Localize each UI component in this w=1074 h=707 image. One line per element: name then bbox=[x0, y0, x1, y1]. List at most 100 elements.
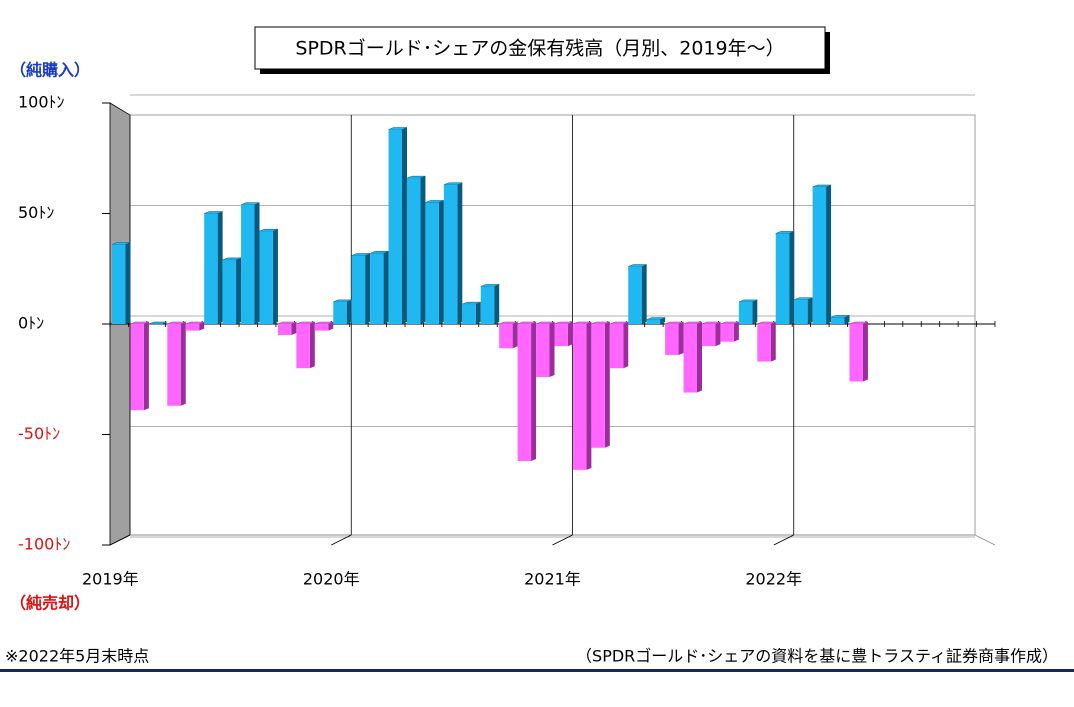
title-box bbox=[254, 26, 826, 70]
bar bbox=[443, 184, 458, 324]
bar bbox=[241, 204, 255, 324]
bar-side bbox=[494, 284, 500, 324]
bar-side bbox=[420, 176, 426, 324]
bar bbox=[314, 324, 329, 331]
bar-side bbox=[826, 184, 832, 324]
bar bbox=[757, 324, 771, 362]
y-tick-label: -100ﾄﾝ bbox=[18, 535, 70, 554]
bar bbox=[499, 324, 513, 349]
bar bbox=[204, 213, 218, 324]
y-tick-label: 50ﾄﾝ bbox=[18, 203, 54, 222]
bar bbox=[517, 324, 532, 462]
year-floor bbox=[331, 534, 352, 546]
bar-side bbox=[512, 322, 518, 349]
bar bbox=[130, 324, 144, 411]
note: ※2022年5月末時点 bbox=[5, 647, 149, 666]
x-tick-label: 2019年 bbox=[82, 570, 139, 589]
bar bbox=[370, 253, 384, 324]
floor bbox=[109, 534, 996, 546]
bar bbox=[351, 255, 366, 324]
bar bbox=[683, 324, 697, 393]
year-floor bbox=[552, 534, 573, 546]
bar-side bbox=[641, 264, 647, 324]
bar-side bbox=[623, 322, 629, 369]
bar bbox=[407, 178, 421, 324]
bar-side bbox=[402, 127, 407, 325]
bar-side bbox=[475, 302, 481, 324]
bar bbox=[646, 319, 661, 324]
bar bbox=[591, 324, 605, 448]
bar-side bbox=[549, 322, 555, 378]
annotation-top: （純購入） bbox=[10, 61, 90, 80]
footer-rule bbox=[0, 669, 1074, 672]
y-tick-label: 0ﾄﾝ bbox=[18, 314, 44, 333]
bar-side bbox=[438, 200, 444, 324]
bar bbox=[167, 324, 181, 406]
bar bbox=[185, 324, 200, 331]
bar-side bbox=[328, 322, 334, 331]
bar bbox=[259, 231, 273, 324]
bar bbox=[277, 324, 292, 336]
bar-side bbox=[199, 322, 205, 331]
x-tick-label: 2022年 bbox=[745, 570, 802, 589]
source: （SPDRゴールド･シェアの資料を基に豊トラスティ証券商事作成） bbox=[576, 647, 1058, 666]
bar-side bbox=[733, 322, 739, 342]
bar bbox=[112, 244, 126, 324]
bar bbox=[609, 324, 624, 369]
bar-side bbox=[125, 242, 131, 324]
bar-side bbox=[254, 202, 260, 324]
bar bbox=[720, 324, 734, 342]
y-tick-label: -50ﾄﾝ bbox=[18, 424, 60, 443]
bar-side bbox=[678, 322, 684, 355]
bar-side bbox=[567, 322, 573, 347]
y-tick-label: 100ﾄﾝ bbox=[18, 93, 65, 112]
year-floor bbox=[773, 534, 794, 546]
chart-title: SPDRゴールド･シェアの金保有残高（月別、2019年～） bbox=[295, 38, 784, 60]
bar-side bbox=[752, 299, 758, 324]
bar-side bbox=[531, 322, 537, 462]
bar bbox=[536, 324, 550, 378]
bar bbox=[775, 233, 790, 324]
bar-side bbox=[309, 322, 315, 369]
bar bbox=[296, 324, 310, 369]
bar-side bbox=[807, 297, 813, 324]
annotation-bottom: （純売却） bbox=[10, 594, 90, 613]
bar-side bbox=[383, 251, 389, 324]
bar bbox=[628, 266, 642, 324]
bar-side bbox=[457, 182, 463, 324]
bar bbox=[738, 301, 753, 324]
bar bbox=[425, 202, 439, 324]
bar-side bbox=[346, 299, 352, 324]
bar bbox=[665, 324, 679, 355]
bar-side bbox=[365, 253, 371, 324]
bar bbox=[480, 286, 495, 324]
bar-top bbox=[148, 321, 168, 325]
bar-side bbox=[844, 315, 850, 324]
bar-side bbox=[789, 231, 795, 324]
bar bbox=[702, 324, 716, 347]
bar bbox=[812, 186, 827, 324]
bar bbox=[572, 324, 587, 470]
bar-side bbox=[180, 322, 186, 406]
bar bbox=[794, 299, 808, 324]
bar-side bbox=[217, 211, 223, 324]
bar bbox=[554, 324, 568, 347]
bar-side bbox=[272, 229, 278, 324]
bar-side bbox=[604, 322, 610, 448]
bar-side bbox=[715, 322, 721, 347]
bar bbox=[388, 129, 402, 324]
bar-side bbox=[143, 322, 149, 411]
x-tick-label: 2021年 bbox=[524, 570, 581, 589]
year-floor bbox=[109, 534, 131, 546]
bar-side bbox=[862, 322, 868, 382]
bar-side bbox=[770, 322, 776, 362]
bar bbox=[462, 304, 476, 324]
bar bbox=[222, 259, 237, 324]
bar bbox=[333, 301, 347, 324]
bar-side bbox=[291, 322, 297, 336]
bar-side bbox=[236, 257, 242, 324]
bar-side bbox=[586, 322, 592, 470]
bar bbox=[831, 317, 845, 324]
x-tick-label: 2020年 bbox=[303, 570, 360, 589]
